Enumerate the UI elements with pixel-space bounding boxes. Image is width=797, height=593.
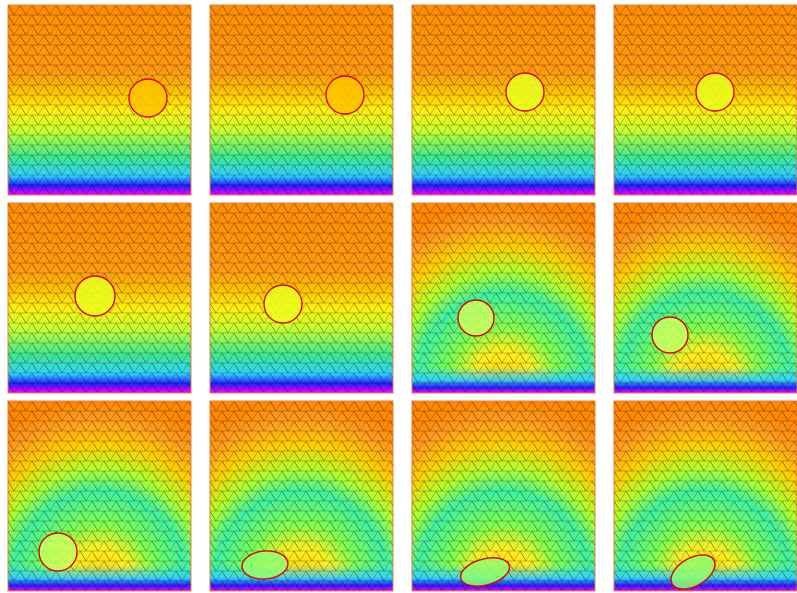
panel (8, 203, 191, 393)
panel (210, 401, 393, 591)
inclusion (652, 317, 688, 353)
inclusion (264, 285, 302, 323)
inclusion (506, 73, 544, 111)
figure-grid (0, 0, 797, 593)
mesh (412, 5, 595, 195)
panel (614, 5, 797, 195)
panel (210, 203, 393, 393)
inclusion (129, 79, 167, 117)
panel (614, 401, 797, 593)
panel (412, 401, 595, 591)
panel (8, 5, 191, 195)
mesh (210, 5, 393, 195)
panel (614, 203, 797, 393)
inclusion (696, 73, 734, 111)
mesh (8, 401, 191, 591)
panel (210, 5, 393, 195)
inclusion (326, 76, 364, 114)
inclusion (75, 276, 115, 316)
mesh (614, 203, 797, 393)
panel (412, 203, 595, 393)
panel (8, 401, 191, 591)
mesh (412, 203, 595, 393)
mesh (210, 401, 393, 591)
inclusion (458, 300, 494, 336)
panel (412, 5, 595, 195)
inclusion (39, 533, 77, 571)
